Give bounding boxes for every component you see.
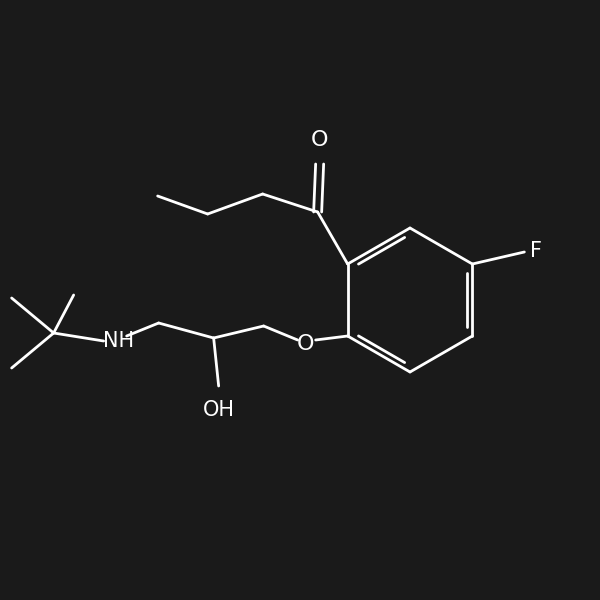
Text: F: F	[530, 241, 542, 261]
Text: O: O	[297, 334, 314, 354]
Text: O: O	[311, 130, 328, 150]
Text: OH: OH	[203, 400, 235, 420]
Text: NH: NH	[103, 331, 134, 351]
